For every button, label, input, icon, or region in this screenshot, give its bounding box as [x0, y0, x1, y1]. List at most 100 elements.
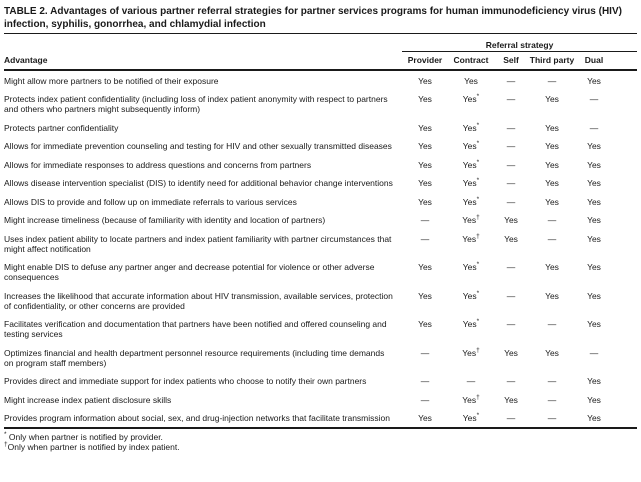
advantage-cell: Allows for immediate prevention counseli… — [4, 141, 392, 151]
table-row: Allows for immediate responses to addres… — [4, 155, 637, 174]
table-row: Might allow more partners to be notified… — [4, 70, 637, 90]
row-spacer-cell — [612, 174, 637, 193]
value-cell: Yes — [504, 233, 518, 244]
value-cell: — — [547, 215, 557, 225]
value-cell: Yes — [587, 178, 601, 188]
value-cell: — — [420, 347, 430, 358]
advantage-cell: Might allow more partners to be notified… — [4, 75, 219, 86]
value-cell: Yes* — [462, 158, 480, 170]
row-spacer-cell — [612, 258, 637, 287]
value-cell: — — [506, 376, 516, 386]
value-cell: — — [506, 262, 516, 272]
value-cell: Yes — [587, 319, 601, 329]
value-cell: Yes — [587, 376, 601, 386]
value-cell: — — [506, 178, 516, 188]
asterisk-marker: * — [476, 195, 480, 203]
asterisk-marker: * — [476, 261, 480, 269]
table-row: Provides direct and immediate support fo… — [4, 372, 637, 391]
column-header-contract: Contract — [448, 51, 494, 71]
value-cell: Yes — [545, 94, 559, 104]
advantage-cell: Facilitates verification and documentati… — [4, 319, 387, 339]
table-row: Provides program information about socia… — [4, 408, 638, 429]
dagger-marker: † — [4, 441, 8, 449]
dagger-marker: † — [476, 393, 480, 401]
dagger-marker: † — [476, 232, 480, 240]
column-header-row: Advantage Provider Contract Self Third p… — [4, 51, 638, 71]
value-cell: Yes — [545, 347, 559, 358]
footnotes: * Only when partner is notified by provi… — [4, 429, 637, 452]
advantage-cell: Allows disease intervention specialist (… — [4, 178, 393, 188]
value-cell: Yes — [418, 196, 432, 207]
advantage-cell: Might increase index patient disclosure … — [4, 394, 172, 405]
group-header-spacer — [4, 34, 402, 52]
value-cell: Yes — [418, 178, 432, 188]
advantage-cell: Might increase timeliness (because of fa… — [4, 215, 326, 225]
value-cell: Yes* — [462, 177, 480, 188]
value-cell: Yes — [504, 215, 518, 225]
table-row: Uses index patient ability to locate par… — [4, 229, 637, 258]
dagger-marker: † — [476, 214, 480, 222]
table-body: Might allow more partners to be notified… — [4, 70, 638, 429]
column-header-spacer — [612, 51, 638, 71]
asterisk-marker: * — [476, 412, 480, 420]
value-cell: — — [547, 394, 557, 405]
value-cell: Yes* — [462, 121, 480, 133]
value-cell: — — [589, 122, 599, 133]
table-title: TABLE 2. Advantages of various partner r… — [4, 2, 637, 34]
value-cell: — — [547, 75, 557, 86]
row-spacer-cell — [612, 192, 637, 211]
value-cell: — — [547, 376, 557, 386]
advantage-cell: Provides direct and immediate support fo… — [4, 376, 367, 386]
asterisk-marker: * — [476, 93, 480, 101]
referral-strategies-table: Referral strategy Advantage Provider Con… — [4, 34, 638, 429]
footnote: * Only when partner is notified by provi… — [4, 431, 163, 442]
value-cell: Yes — [545, 196, 559, 207]
table-row: Protects partner confidentiality Yes Yes* —… — [4, 118, 637, 137]
value-cell: — — [420, 394, 430, 405]
value-cell: — — [589, 347, 599, 358]
column-header-self: Self — [494, 51, 528, 71]
value-cell: — — [528, 408, 576, 429]
value-cell: Yes* — [462, 318, 480, 329]
row-spacer-cell — [612, 372, 637, 391]
value-cell: Yes† — [462, 393, 480, 405]
advantage-cell: Protects partner confidentiality — [4, 122, 119, 133]
value-cell: — — [420, 376, 430, 386]
value-cell: Yes — [587, 290, 601, 301]
value-cell: — — [506, 290, 516, 301]
row-spacer-cell — [612, 118, 637, 137]
value-cell: — — [589, 94, 599, 104]
value-cell: Yes — [587, 233, 601, 244]
value-cell: Yes* — [448, 408, 494, 429]
advantage-cell: Protects index patient confidentiality (… — [4, 94, 388, 114]
table-row: Optimizes financial and health departmen… — [4, 343, 637, 372]
advantage-cell: Increases the likelihood that accurate i… — [4, 290, 393, 311]
value-cell: Yes — [545, 290, 559, 301]
value-cell: Yes — [402, 408, 448, 429]
table-head: Referral strategy Advantage Provider Con… — [4, 34, 638, 71]
row-spacer-cell — [612, 70, 637, 90]
value-cell: Yes — [587, 75, 601, 86]
row-spacer-cell — [612, 137, 637, 156]
row-spacer-cell — [612, 343, 637, 372]
value-cell: Yes — [545, 178, 559, 188]
value-cell: — — [494, 408, 528, 429]
value-cell: Yes — [587, 262, 601, 272]
row-spacer-cell — [612, 90, 637, 119]
asterisk-marker: * — [476, 140, 480, 148]
value-cell: — — [466, 376, 476, 386]
column-header-third-party: Third party — [528, 51, 576, 71]
table-row: Allows for immediate prevention counseli… — [4, 137, 637, 156]
value-cell: Yes† — [462, 346, 480, 358]
value-cell: — — [506, 159, 516, 170]
row-spacer-cell — [612, 155, 637, 174]
row-spacer-cell — [612, 390, 637, 409]
table-row: Allows DIS to provide and follow up on i… — [4, 192, 637, 211]
dagger-marker: † — [476, 346, 480, 354]
group-header-referral-strategy: Referral strategy — [402, 34, 638, 52]
asterisk-marker: * — [476, 158, 480, 166]
advantage-cell: Uses index patient ability to locate par… — [4, 233, 392, 254]
footnote: †Only when partner is notified by index … — [4, 441, 180, 452]
row-spacer-cell — [612, 408, 638, 429]
